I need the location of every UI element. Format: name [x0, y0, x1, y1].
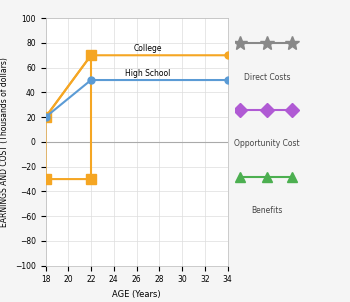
Text: College: College: [134, 44, 162, 53]
Text: Benefits: Benefits: [251, 206, 282, 215]
Y-axis label: EARNINGS AND COST (Thousands of dollars): EARNINGS AND COST (Thousands of dollars): [0, 57, 9, 227]
X-axis label: AGE (Years): AGE (Years): [112, 290, 161, 299]
Text: High School: High School: [125, 69, 170, 78]
Text: Direct Costs: Direct Costs: [244, 72, 290, 82]
Text: Opportunity Cost: Opportunity Cost: [234, 140, 300, 149]
